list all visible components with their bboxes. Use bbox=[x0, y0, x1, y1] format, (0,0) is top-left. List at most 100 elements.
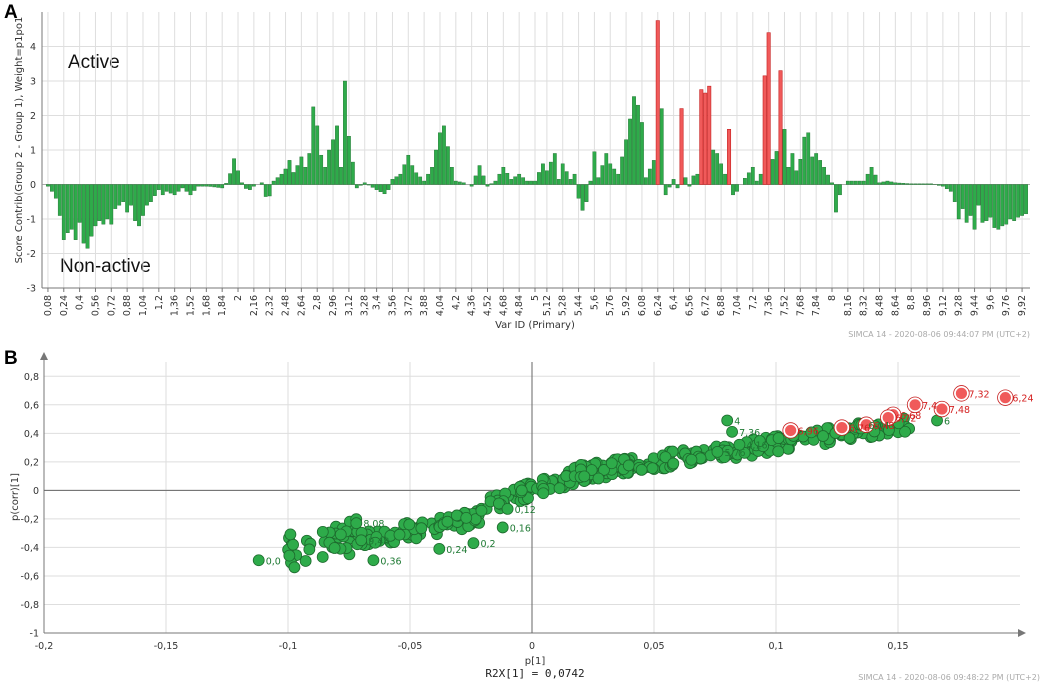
panel-b-point bbox=[433, 542, 446, 555]
panel-a-xtick: 7,68 bbox=[795, 295, 806, 316]
panel-b-point-label: 0,16 bbox=[510, 523, 531, 534]
panel-a-bar bbox=[885, 180, 890, 185]
panel-a-bar bbox=[972, 184, 977, 230]
panel-a-bar-highlight bbox=[655, 20, 660, 185]
panel-a-bar bbox=[65, 184, 70, 233]
panel-a-bar-highlight bbox=[766, 32, 771, 185]
panel-b-point-label: 0,2 bbox=[480, 539, 495, 550]
panel-a-bar bbox=[604, 153, 609, 185]
panel-a-bar bbox=[964, 184, 969, 223]
panel-a-bar bbox=[545, 170, 549, 185]
panel-a-xtick: 2 bbox=[233, 295, 244, 301]
panel-a-ytick: 4 bbox=[30, 42, 36, 53]
panel-a-bar bbox=[806, 132, 811, 185]
panel-a-bar bbox=[647, 168, 652, 185]
panel-a-bar bbox=[814, 153, 819, 185]
panel-a-bar bbox=[105, 184, 110, 220]
panel-a-bar bbox=[323, 167, 328, 185]
panel-a-xtick: 2,8 bbox=[312, 295, 323, 310]
panel-a-ticks: -3 -2 -1 0 1 2 3 4 0,08 0,24 0,4 0,56 0,72 0,88 1,04 1,… bbox=[27, 42, 1029, 316]
panel-a-bar bbox=[497, 173, 502, 185]
panel-a-bar bbox=[184, 184, 189, 192]
panel-a-bar bbox=[422, 180, 427, 185]
panel-a-bar bbox=[442, 125, 446, 185]
panel-a-bar bbox=[1008, 184, 1013, 220]
panel-a-bar bbox=[347, 135, 351, 185]
panel-a-bar bbox=[909, 183, 914, 185]
panel-a-bar bbox=[659, 108, 664, 185]
panel-a-bar bbox=[327, 149, 331, 185]
panel-a-bar bbox=[73, 184, 78, 240]
panel-a-bar bbox=[350, 161, 355, 185]
panel-a-bar bbox=[988, 184, 993, 218]
panel-a-bar bbox=[501, 167, 506, 185]
panel-a-bar bbox=[85, 184, 90, 249]
panel-a-bar bbox=[370, 184, 375, 188]
panel-a-bar bbox=[208, 184, 213, 187]
panel-a-bar bbox=[810, 156, 815, 185]
panel-b-point bbox=[622, 459, 635, 472]
panel-a-bar bbox=[89, 184, 94, 237]
panel-b-point bbox=[369, 536, 382, 549]
panel-a-bar bbox=[489, 183, 494, 185]
panel-b-point-highlight bbox=[934, 401, 950, 417]
panel-a-bar bbox=[667, 184, 672, 188]
panel-a-bar bbox=[224, 183, 229, 185]
panel-b-point-highlight bbox=[783, 423, 799, 438]
panel-a-bar bbox=[992, 184, 997, 228]
panel-b-point-label-highlight: 7,32 bbox=[968, 389, 989, 400]
panel-b-point bbox=[475, 504, 488, 517]
panel-a-bar bbox=[343, 80, 347, 185]
panel-b-point bbox=[817, 430, 829, 442]
panel-a-xtick: 3,12 bbox=[344, 295, 355, 316]
panel-a-bar bbox=[663, 184, 668, 196]
panel-a-bar bbox=[976, 184, 981, 206]
panel-a-bar bbox=[46, 184, 50, 187]
panel-a-bar bbox=[695, 173, 700, 185]
panel-a-bar bbox=[509, 179, 514, 185]
panel-a-ytick: 0 bbox=[30, 180, 36, 191]
panel-a-bar bbox=[564, 171, 569, 185]
panel-a-bar bbox=[1000, 184, 1005, 227]
panel-a-xtick: 3,28 bbox=[360, 295, 371, 316]
panel-a-bar bbox=[917, 183, 922, 185]
panel-a-xtick: 1,52 bbox=[185, 295, 196, 316]
panel-a-xtick: 8,8 bbox=[906, 295, 917, 310]
panel-b-point bbox=[441, 515, 454, 528]
panel-a-bar bbox=[168, 184, 173, 194]
panel-b-point bbox=[415, 522, 428, 535]
panel-a-bar bbox=[592, 151, 597, 185]
panel-a-xtick: 5,12 bbox=[542, 295, 553, 316]
panel-b-point-highlight bbox=[834, 420, 850, 436]
panel-a-bar bbox=[913, 183, 918, 185]
panel-b-point-highlight-ring bbox=[833, 419, 851, 436]
panel-b-ytick: -0,2 bbox=[20, 514, 39, 525]
panel-b-letter: B bbox=[4, 348, 18, 369]
panel-a-bar bbox=[719, 163, 724, 185]
panel-b-point bbox=[537, 487, 550, 500]
panel-a-xtick: 6,4 bbox=[669, 295, 680, 310]
panel-a-bar bbox=[251, 184, 256, 187]
panel-b-point bbox=[598, 464, 610, 476]
nonactive-label: Non-active bbox=[60, 256, 151, 277]
panel-a-bar bbox=[1020, 184, 1024, 216]
panel-b-point-highlight-ring bbox=[953, 385, 970, 402]
panel-a-bar bbox=[1016, 184, 1021, 218]
panel-b-point bbox=[303, 543, 316, 556]
panel-a-bar bbox=[287, 160, 292, 185]
panel-a-xtick: 4,68 bbox=[498, 295, 509, 316]
panel-b-ytick: 0,4 bbox=[24, 429, 39, 440]
panel-a-bar bbox=[826, 174, 830, 185]
panel-a-bar bbox=[339, 167, 343, 185]
panel-a-xtick: 0,88 bbox=[122, 295, 133, 316]
panel-a-bar bbox=[905, 183, 910, 185]
panel-a-bar bbox=[651, 160, 656, 185]
panel-a-bar bbox=[683, 177, 688, 185]
panel-a-xtick: 0,4 bbox=[75, 295, 86, 310]
panel-a-xtick: 7,52 bbox=[779, 295, 790, 316]
panel-a-bar bbox=[715, 153, 720, 185]
panel-a-xtick: 7,04 bbox=[732, 295, 743, 316]
panel-a-xtick: 4,52 bbox=[482, 295, 493, 316]
panel-a-xtick: 5,92 bbox=[621, 295, 632, 316]
panel-a-bar bbox=[121, 184, 126, 202]
